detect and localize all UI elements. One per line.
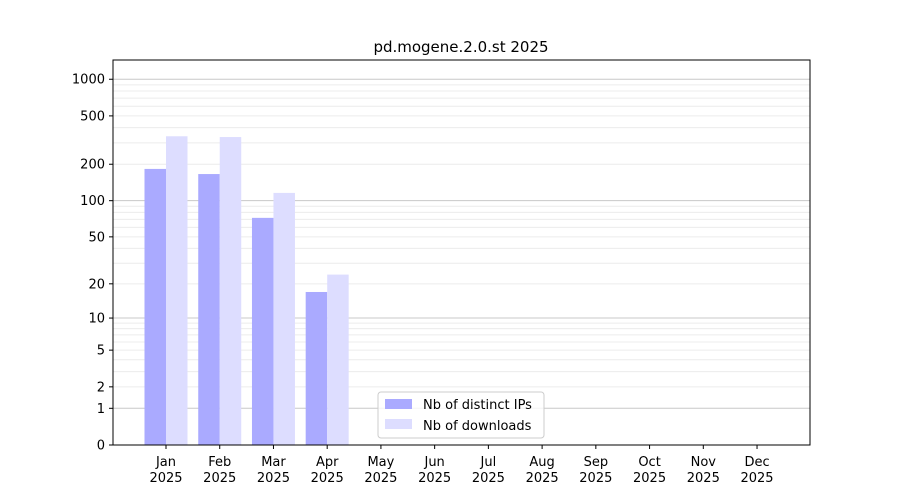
bar-downloads (166, 136, 188, 445)
y-tick-label: 5 (97, 344, 105, 359)
y-tick-label: 10 (88, 312, 105, 327)
x-tick-label-month: Jan (155, 455, 176, 470)
y-tick-label: 1 (97, 402, 105, 417)
y-tick-label: 50 (88, 230, 105, 245)
x-tick-label-year: 2025 (472, 471, 505, 486)
bar-distinct-ips (251, 217, 274, 445)
legend: Nb of distinct IPs Nb of downloads (377, 391, 545, 439)
x-tick-label-year: 2025 (687, 471, 720, 486)
x-tick-label-month: Nov (691, 455, 717, 470)
x-tick-label-month: Jun (423, 455, 444, 470)
x-tick-label-month: Aug (529, 455, 554, 470)
x-tick-label-year: 2025 (418, 471, 451, 486)
bar-distinct-ips (198, 174, 220, 446)
x-tick-label-month: Feb (208, 455, 231, 470)
bar-distinct-ips (305, 291, 328, 445)
x-tick-label-year: 2025 (740, 471, 773, 486)
x-axis: Jan2025Feb2025Mar2025Apr2025May2025Jun20… (149, 445, 774, 486)
x-tick-label-year: 2025 (579, 471, 612, 486)
x-tick-label-month: May (367, 455, 394, 470)
y-tick-label: 0 (97, 439, 105, 454)
x-tick-label-year: 2025 (203, 471, 236, 486)
y-tick-label: 1000 (72, 73, 105, 88)
legend-swatch-downloads (385, 419, 412, 429)
x-tick-label-month: Dec (744, 455, 769, 470)
bar-distinct-ips (144, 168, 166, 445)
plot-frame (112, 59, 811, 446)
x-tick-label-year: 2025 (633, 471, 666, 486)
y-tick-label: 20 (88, 277, 105, 292)
x-tick-label-year: 2025 (149, 471, 182, 486)
x-tick-label-month: Sep (584, 455, 609, 470)
y-tick-label: 200 (80, 158, 105, 173)
bar-downloads (273, 192, 295, 445)
x-tick-label-year: 2025 (257, 471, 290, 486)
chart-title: pd.mogene.2.0.st 2025 (373, 38, 548, 56)
y-tick-label: 2 (97, 380, 105, 395)
legend-label-ips: Nb of distinct IPs (423, 398, 532, 413)
y-tick-label: 100 (80, 194, 105, 209)
y-axis: 0 1 2 5 10 20 50 100 200 500 1000 (72, 73, 113, 454)
x-tick-label-year: 2025 (311, 471, 344, 486)
x-tick-label-month: Apr (316, 455, 339, 470)
bar-downloads (327, 274, 349, 445)
x-tick-label-month: Jul (480, 455, 497, 470)
x-tick-label-month: Oct (638, 455, 660, 470)
bar-downloads (219, 137, 242, 445)
legend-label-downloads: Nb of downloads (423, 419, 532, 434)
x-tick-label-year: 2025 (526, 471, 559, 486)
legend-swatch-ips (385, 399, 412, 409)
bars (144, 136, 349, 446)
x-tick-label-year: 2025 (364, 471, 397, 486)
y-tick-label: 500 (80, 109, 105, 124)
x-tick-label-month: Mar (261, 455, 286, 470)
